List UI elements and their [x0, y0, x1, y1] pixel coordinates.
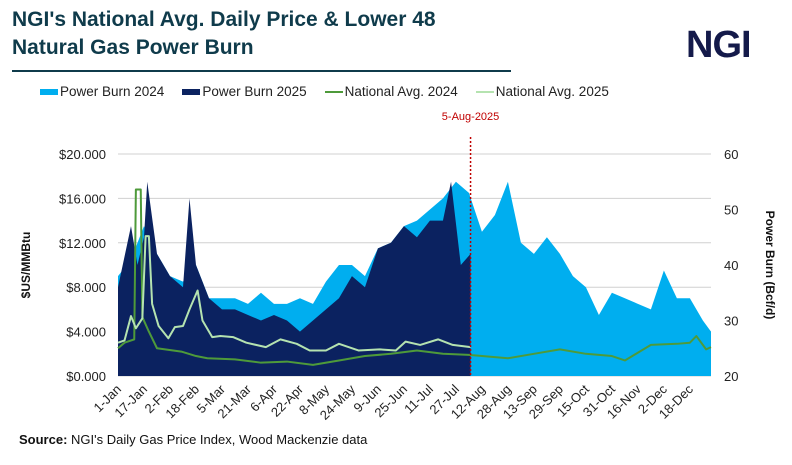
- y-tick-label: $0.000: [66, 369, 106, 384]
- legend-label: Power Burn 2025: [202, 84, 307, 99]
- line-series-3: [117, 235, 471, 352]
- ngi-logo: NGI: [686, 24, 752, 66]
- chart-title: NGI's National Avg. Daily Price & Lower …: [12, 8, 436, 59]
- y2-tick-label: 60: [724, 147, 738, 162]
- plot-area: $0.000 $4.000 $8.000 $12.000 $16.000 $20.000 2…: [19, 111, 777, 423]
- y-tick-label: $12.000: [59, 236, 106, 251]
- legend-label: National Avg. 2025: [495, 84, 609, 99]
- y-tick-label: $20.000: [59, 147, 106, 162]
- annotation-label: 5-Aug-2025: [442, 111, 500, 123]
- legend-swatch: [40, 88, 58, 95]
- legend-item-national-avg-2024: National Avg. 2024: [324, 84, 458, 99]
- legend-swatch: [475, 90, 494, 93]
- title-divider: [12, 70, 511, 72]
- y-axis-title: $US/MMBtu: [19, 232, 33, 299]
- legend-label: Power Burn 2024: [60, 84, 165, 99]
- y-tick-label: $16.000: [59, 191, 106, 206]
- y-tick-label: $8.000: [66, 280, 106, 295]
- legend-label: National Avg. 2024: [344, 84, 458, 99]
- legend: Power Burn 2024 Power Burn 2025 National…: [40, 84, 609, 99]
- y2-tick-label: 50: [724, 203, 738, 218]
- legend-item-power-burn-2024: Power Burn 2024: [40, 84, 164, 99]
- y2-tick-label: 40: [724, 258, 738, 273]
- legend-swatch: [324, 90, 343, 93]
- y2-tick-label: 20: [724, 369, 738, 384]
- y2-axis-title: Power Burn (Bcf/d): [763, 211, 777, 320]
- area-series-1: [118, 181, 471, 376]
- source-text: NGI's Daily Gas Price Index, Wood Macken…: [71, 432, 368, 447]
- source-label: Source:: [19, 432, 68, 447]
- source-note: Source: NGI's Daily Gas Price Index, Woo…: [19, 432, 367, 447]
- legend-item-power-burn-2025: Power Burn 2025: [182, 84, 307, 99]
- legend-swatch: [182, 88, 201, 95]
- y2-tick-label: 30: [724, 314, 738, 329]
- legend-item-national-avg-2025: National Avg. 2025: [475, 84, 609, 99]
- y-tick-label: $4.000: [66, 325, 106, 340]
- line-series-2: [117, 188, 712, 366]
